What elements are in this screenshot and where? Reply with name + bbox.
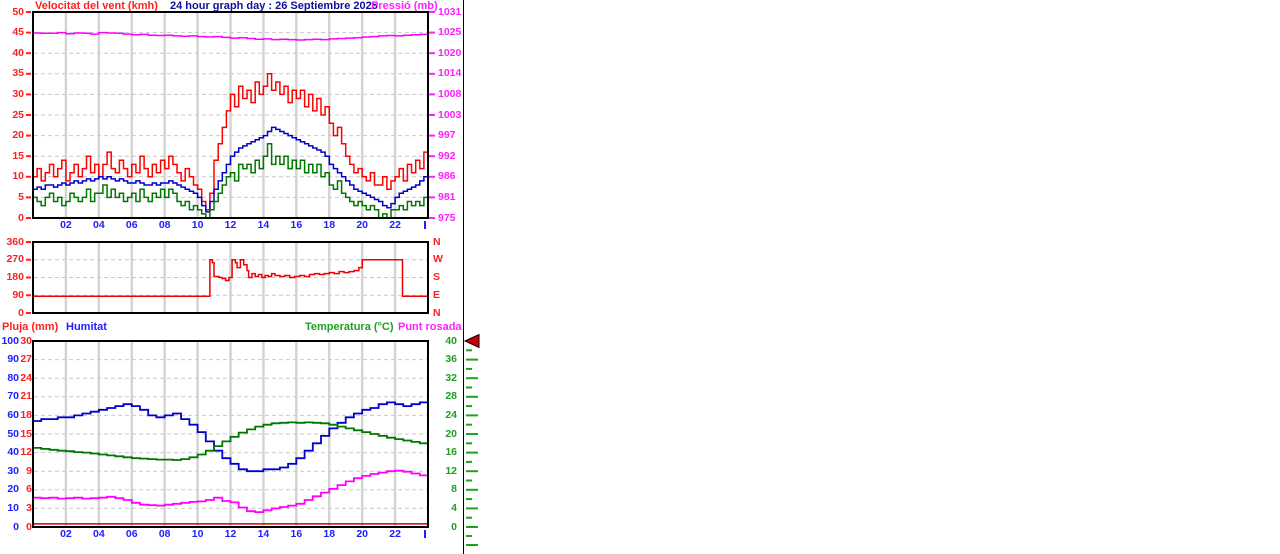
chart-wind-speed-and-pressure	[32, 11, 429, 219]
chart-border	[32, 340, 429, 528]
series-dewpoint	[33, 469, 428, 513]
pressure-axis-title: Pressió (mb)	[371, 0, 438, 12]
series-wind-gust	[33, 73, 428, 211]
dewpoint-axis-title: Punt rosada	[398, 321, 462, 333]
current-value-arrow-marker	[463, 333, 480, 349]
graph-date-title: 24 hour graph day : 26 Septiembre 2025	[170, 0, 378, 12]
chart-border	[32, 11, 429, 219]
humidity-axis-title: Humitat	[66, 321, 107, 333]
series-humidity	[33, 401, 428, 473]
chart-rain-humidity-temperature-dewpoint	[32, 340, 429, 528]
chart-border	[32, 241, 429, 314]
series-temperature	[33, 421, 428, 461]
rain-axis-title: Pluja (mm)	[2, 321, 59, 333]
x-axis-end-tick	[424, 530, 426, 538]
series-wind-direction	[33, 259, 428, 297]
x-axis-end-tick	[424, 221, 426, 229]
temperature-axis-title: Temperatura (°C)	[305, 321, 394, 333]
series-wind-average	[33, 126, 428, 213]
wind-speed-axis-title: Velocitat del vent (kmh)	[35, 0, 158, 12]
chart-wind-direction	[32, 241, 429, 314]
series-wind-low	[33, 143, 428, 219]
series-pressure	[33, 31, 428, 41]
